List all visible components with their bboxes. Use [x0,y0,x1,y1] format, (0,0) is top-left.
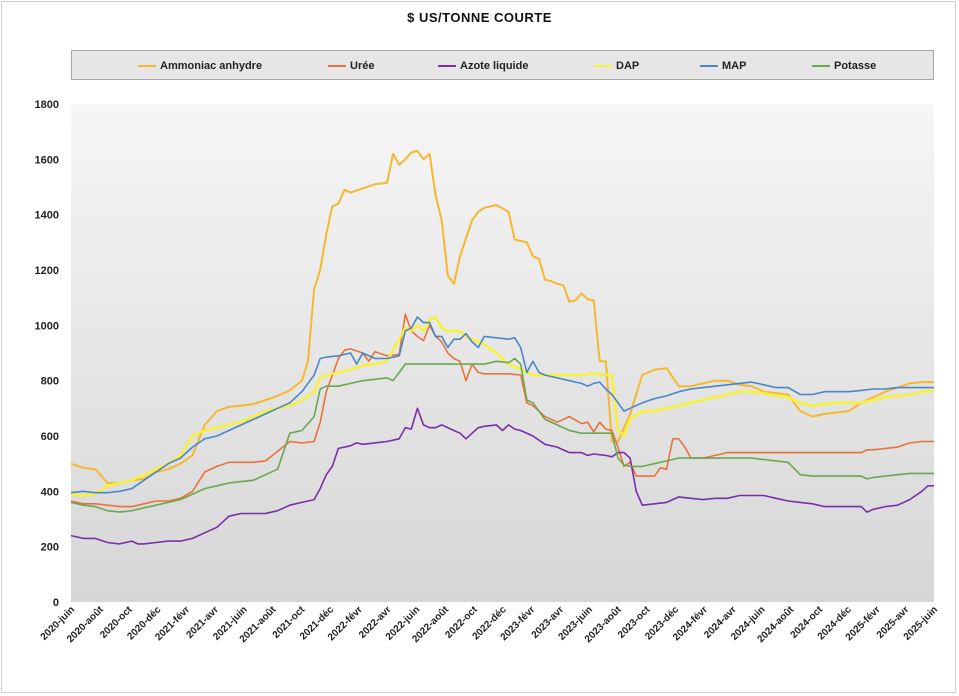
y-tick-label: 800 [41,376,59,388]
chart-title: $ US/TONNE COURTE [407,10,552,25]
legend-swatch-potasse [812,65,830,67]
legend-swatch-uree [328,65,346,67]
legend-item-dap: DAP [594,58,639,74]
y-tick-label: 1600 [35,154,59,166]
legend-swatch-dap [594,65,612,67]
series-line-ammoniac-anhydre [70,150,934,484]
series-line-dap [70,315,935,497]
series-line-map [70,316,934,494]
legend-item-uree: Urée [328,58,374,74]
legend-label-map: MAP [722,60,747,72]
y-tick-label: 0 [53,597,59,609]
y-tick-label: 1000 [35,320,59,332]
y-tick-label: 200 [41,542,59,554]
series-line-uree [70,313,934,508]
legend-item-potasse: Potasse [812,58,876,74]
legend-item-map: MAP [700,58,746,74]
series-line-potasse [70,357,934,513]
legend-label-ammoniac: Ammoniac anhydre [160,60,263,72]
y-tick-label: 1800 [35,99,59,111]
legend-label-dap: DAP [616,60,640,72]
legend: Ammoniac anhydre Urée Azote liquide DAP … [71,50,934,80]
legend-label-potasse: Potasse [834,60,877,72]
plot-area [71,104,934,602]
y-tick-label: 400 [41,486,59,498]
y-tick-label: 1200 [35,265,59,277]
legend-label-uree: Urée [350,60,375,72]
legend-label-azote: Azote liquide [460,60,529,72]
legend-swatch-ammoniac [138,65,156,67]
legend-item-ammoniac: Ammoniac anhydre [138,58,262,74]
legend-swatch-map [700,65,718,67]
legend-swatch-azote [438,65,456,67]
series-line-azote-liquide [70,407,934,545]
y-tick-label: 1400 [35,210,59,222]
y-tick-label: 600 [41,431,59,443]
legend-item-azote: Azote liquide [438,58,528,74]
